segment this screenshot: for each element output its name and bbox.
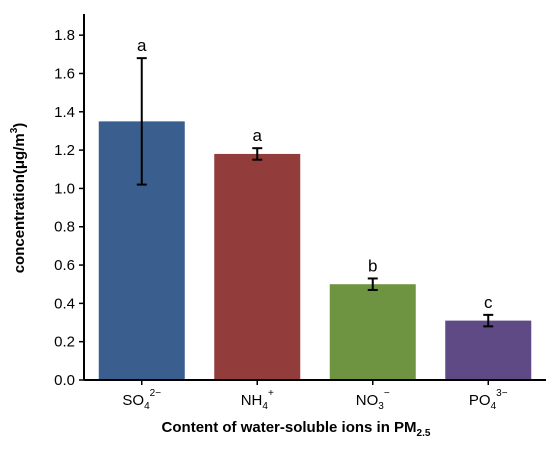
y-tick-label: 1.4 (54, 104, 75, 121)
significance-label: c (484, 293, 493, 312)
significance-label: a (137, 36, 147, 55)
y-tick-label: 1.6 (54, 65, 75, 82)
significance-labels-layer: a a b c (137, 36, 493, 312)
bar (214, 153, 301, 380)
x-tick-label: NH4+ (241, 388, 274, 412)
x-tick-label: SO42− (122, 388, 161, 412)
x-tick-label: NO3− (356, 388, 390, 412)
bars-layer (98, 121, 532, 381)
x-tick-label: PO43− (469, 388, 508, 412)
bar (329, 284, 416, 380)
y-tick-label: 0.4 (54, 295, 75, 312)
y-tick-label: 1.2 (54, 142, 75, 159)
x-axis-title: Content of water-soluble ions in PM2.5 (162, 419, 431, 439)
y-tick-label: 0.0 (54, 372, 75, 389)
y-axis-title: concentration(μg/m3) (9, 123, 28, 274)
x-ticks-layer: SO42− NH4+ NO3− PO43− (122, 380, 508, 412)
y-tick-label: 0.6 (54, 257, 75, 274)
axes-layer (83, 14, 546, 381)
y-tick-label: 1.8 (54, 27, 75, 44)
bar (445, 320, 532, 380)
y-tick-label: 0.2 (54, 334, 75, 351)
significance-label: b (368, 256, 377, 275)
y-tick-label: 1.0 (54, 180, 75, 197)
y-tick-label: 0.8 (54, 219, 75, 236)
y-ticks-layer: 0.0 0.2 0.4 0.6 0.8 1.0 1.2 1.4 1.6 1.8 (54, 27, 84, 389)
error-bars-layer (136, 57, 494, 328)
significance-label: a (253, 126, 263, 145)
